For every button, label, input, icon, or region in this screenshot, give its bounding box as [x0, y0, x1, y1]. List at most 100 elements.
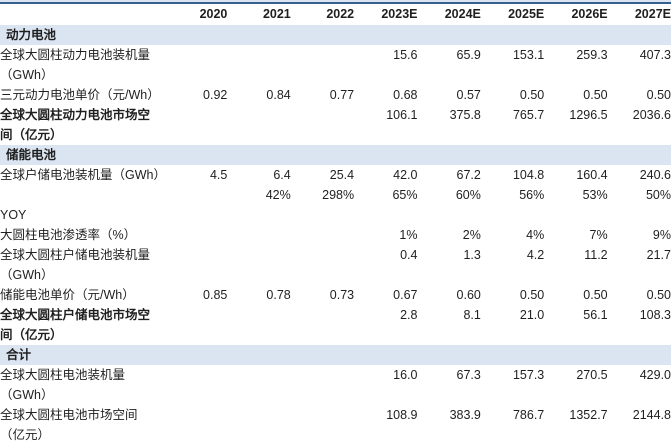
- value-cell: [291, 205, 354, 225]
- value-cell: [164, 365, 227, 405]
- table-row: 全球大圆柱动力电池装机量 （GWh） 15.6 65.9 153.1 259.3 407.3: [0, 45, 671, 85]
- value-cell: 42.0: [393, 168, 418, 182]
- table-row: 三元动力电池单价（元/Wh） 0.92 0.84 0.77 0.68 0.57 0.50 0.…: [0, 85, 671, 105]
- row-label: 全球户储电池装机量（GWh）: [0, 165, 164, 185]
- row-label-line1: 全球大圆柱电池装机量: [0, 368, 126, 382]
- value-cell: [291, 245, 354, 285]
- value-cell: 4.5: [209, 168, 228, 182]
- value-cell: [227, 245, 290, 285]
- section-header-row: 储能电池: [0, 145, 671, 165]
- row-label: 储能电池单价（元/Wh）: [0, 285, 164, 305]
- value-cell: 1352.7: [569, 408, 608, 422]
- value-cell: 65.9: [456, 48, 481, 62]
- value-cell: 0.50: [519, 88, 545, 102]
- value-cell: [354, 205, 417, 225]
- table-row: 全球大圆柱户储电池装机量 （GWh） 0.4 1.3 4.2 11.2 21.7: [0, 245, 671, 285]
- value-cell: 8.1: [463, 308, 481, 322]
- value-cell: [418, 205, 481, 225]
- value-cell: 56.1: [583, 308, 608, 322]
- row-label: 全球大圆柱户储电池装机量 （GWh）: [0, 245, 164, 285]
- value-cell: 21.0: [519, 308, 545, 322]
- value-cell: 1.3: [463, 248, 481, 262]
- value-cell: [291, 225, 354, 245]
- row-label-line1: 全球大圆柱户储电池装机量: [0, 248, 151, 262]
- header-year-2021: 2021: [262, 7, 291, 21]
- value-cell: 104.8: [512, 168, 545, 182]
- table-header-row: 2020 2021 2022 2023E 2024E 2025E 2026E 2…: [0, 3, 671, 25]
- section-title: 动力电池: [0, 25, 671, 45]
- value-cell: 160.4: [576, 168, 608, 182]
- value-cell: 56%: [519, 188, 545, 202]
- row-label: 全球大圆柱户储电池市场空 间（亿元）: [0, 305, 164, 345]
- row-label: 大圆柱电池渗透率（%）: [0, 225, 164, 245]
- row-label: YOY: [0, 205, 164, 225]
- value-cell: 153.1: [512, 48, 545, 62]
- row-label-line1: YOY: [0, 208, 27, 222]
- value-cell: 0.60: [456, 288, 481, 302]
- value-cell: [164, 225, 227, 245]
- row-label-line2: （GWh）: [0, 388, 54, 402]
- table-row: 大圆柱电池渗透率（%） 1% 2% 4% 7% 9%: [0, 225, 671, 245]
- header-year-2023e: 2023E: [381, 7, 418, 21]
- table-body: 动力电池 全球大圆柱动力电池装机量 （GWh） 15.6 65.9 153.1 259.3 4…: [0, 25, 671, 445]
- value-cell: 0.50: [583, 88, 608, 102]
- value-cell: [227, 225, 290, 245]
- row-label: 三元动力电池单价（元/Wh）: [0, 85, 164, 105]
- header-year-2024e: 2024E: [444, 7, 481, 21]
- value-cell: [164, 45, 227, 85]
- header-year-2020: 2020: [199, 7, 228, 21]
- value-cell: 2144.8: [632, 408, 671, 422]
- value-cell: 0.84: [266, 88, 291, 102]
- value-cell: 6.4: [273, 168, 291, 182]
- value-cell: [227, 405, 290, 445]
- value-cell: 0.4: [400, 248, 418, 262]
- value-cell: 0.50: [646, 288, 671, 302]
- value-cell: [544, 205, 607, 225]
- value-cell: [164, 405, 227, 445]
- row-label-line2: （亿元）: [0, 428, 51, 442]
- row-label-line1: 全球大圆柱动力电池装机量: [0, 48, 151, 62]
- value-cell: 157.3: [512, 368, 545, 382]
- row-label-line2: 间（亿元）: [0, 128, 63, 142]
- row-label: 全球大圆柱电池市场空间 （亿元）: [0, 405, 164, 445]
- value-cell: [227, 365, 290, 405]
- value-cell: 21.7: [646, 248, 671, 262]
- value-cell: 429.0: [639, 368, 671, 382]
- value-cell: 4%: [526, 228, 545, 242]
- value-cell: 4.2: [526, 248, 545, 262]
- value-cell: 2036.6: [632, 108, 671, 122]
- value-cell: 786.7: [512, 408, 545, 422]
- value-cell: [608, 205, 671, 225]
- header-year-2025e: 2025E: [508, 7, 545, 21]
- value-cell: [164, 245, 227, 285]
- section-header-row: 合计: [0, 345, 671, 365]
- value-cell: [227, 105, 290, 145]
- section-title: 储能电池: [0, 145, 671, 165]
- value-cell: [164, 105, 227, 145]
- value-cell: 0.50: [583, 288, 608, 302]
- value-cell: [291, 45, 354, 85]
- value-cell: [227, 45, 290, 85]
- row-label-line2: 间（亿元）: [0, 328, 63, 342]
- value-cell: [291, 305, 354, 345]
- value-cell: 0.85: [203, 288, 228, 302]
- table-row: YOY: [0, 205, 671, 225]
- value-cell: 0.50: [646, 88, 671, 102]
- section-title: 合计: [0, 345, 671, 365]
- value-cell: 0.50: [519, 288, 545, 302]
- value-cell: 0.78: [266, 288, 291, 302]
- table-row: 全球大圆柱户储电池市场空 间（亿元） 2.8 8.1 21.0 56.1 108.3: [0, 305, 671, 345]
- value-cell: 7%: [589, 228, 608, 242]
- row-label-line2: （GWh）: [0, 68, 54, 82]
- table-row: 全球户储电池装机量（GWh） 4.5 6.4 25.4 42.0 67.2 104.8 160…: [0, 165, 671, 185]
- value-cell: 65%: [392, 188, 418, 202]
- value-cell: 2%: [462, 228, 481, 242]
- value-cell: 16.0: [393, 368, 418, 382]
- value-cell: 259.3: [576, 48, 608, 62]
- value-cell: [481, 205, 544, 225]
- value-cell: 0.77: [329, 88, 355, 102]
- row-label-line1: 储能电池单价（元/Wh）: [0, 288, 135, 302]
- value-cell: 383.9: [449, 408, 481, 422]
- value-cell: [164, 185, 227, 205]
- row-label-line1: 全球户储电池装机量（GWh）: [0, 168, 164, 182]
